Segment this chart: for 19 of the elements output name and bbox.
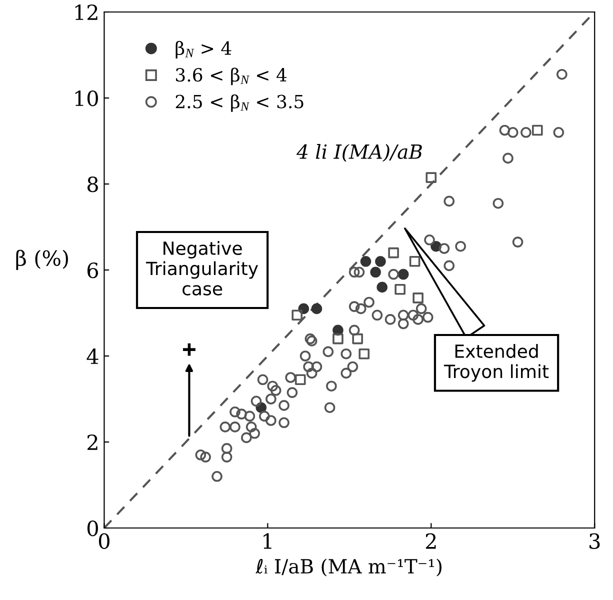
y-tick-label: 4 [86, 348, 98, 364]
y-tick-label: 0 [87, 520, 98, 536]
legend-label: β$_{N}$ > 4 [176, 40, 232, 58]
y-tick-label: 6 [87, 262, 98, 278]
y-tick-label: 8 [87, 176, 98, 192]
y-tick-label: 12 [75, 4, 98, 20]
legend-label: 3.6 < β$_{N}$ < 4 [176, 68, 287, 86]
legend-label: 2.5 < β$_{N}$ < 3.5 [176, 94, 304, 112]
x-tick-label: 2 [426, 533, 436, 549]
annotation: 4 li I(MA)/aB [296, 144, 422, 162]
annotation: Extended Troyon limit [444, 344, 549, 382]
y-axis-title: β (%) [16, 250, 68, 270]
y-tick-label: 10 [75, 90, 98, 106]
x-tick-label: 1 [264, 533, 272, 549]
y-tick-label: 2 [88, 434, 98, 450]
x-tick-label: 3 [590, 533, 600, 549]
x-axis-title: ℓᵢ I/aB (MA m⁻¹T⁻¹) [256, 558, 442, 576]
annotation: Negative Triangularity case [146, 241, 258, 296]
x-tick-label: 0 [98, 533, 110, 549]
